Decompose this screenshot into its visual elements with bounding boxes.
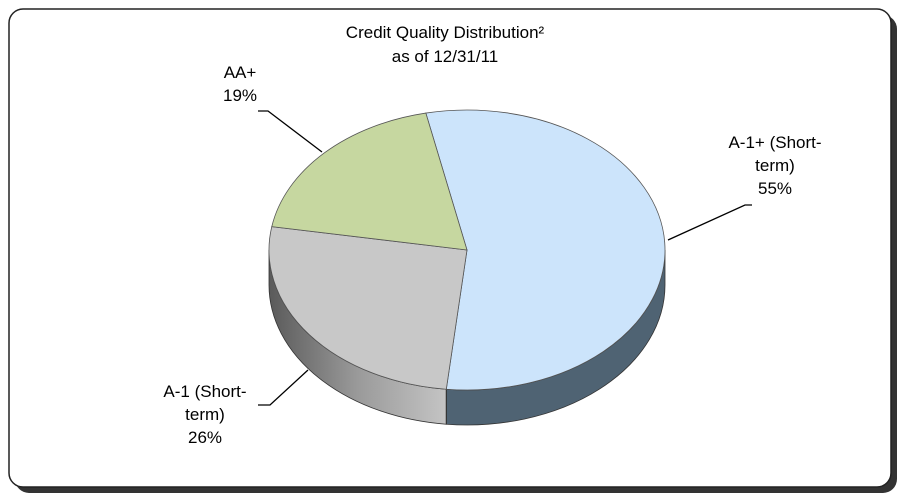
value-label: 26%: [188, 428, 222, 447]
slice: [268, 226, 468, 390]
chart-subtitle: as of 12/31/11: [392, 47, 499, 66]
label-line: A-1 (Short-: [163, 382, 246, 401]
pie: [268, 109, 666, 426]
slice-label: A-1+ (Short-term): [728, 133, 821, 175]
slice-label: A-1 (Short-term): [163, 382, 246, 424]
slice: [425, 109, 666, 391]
leader-line: [258, 369, 309, 406]
label-line: A-1+ (Short-: [728, 133, 821, 152]
slice-label: AA+: [224, 63, 257, 82]
label-line: term): [755, 156, 795, 175]
label-line: AA+: [224, 63, 257, 82]
chart-title: Credit Quality Distribution²: [346, 23, 545, 42]
label-line: term): [185, 405, 225, 424]
slice: [271, 112, 468, 251]
leader-line: [258, 110, 323, 153]
value-label: 55%: [758, 179, 792, 198]
value-label: 19%: [223, 86, 257, 105]
leader-line: [667, 204, 752, 241]
